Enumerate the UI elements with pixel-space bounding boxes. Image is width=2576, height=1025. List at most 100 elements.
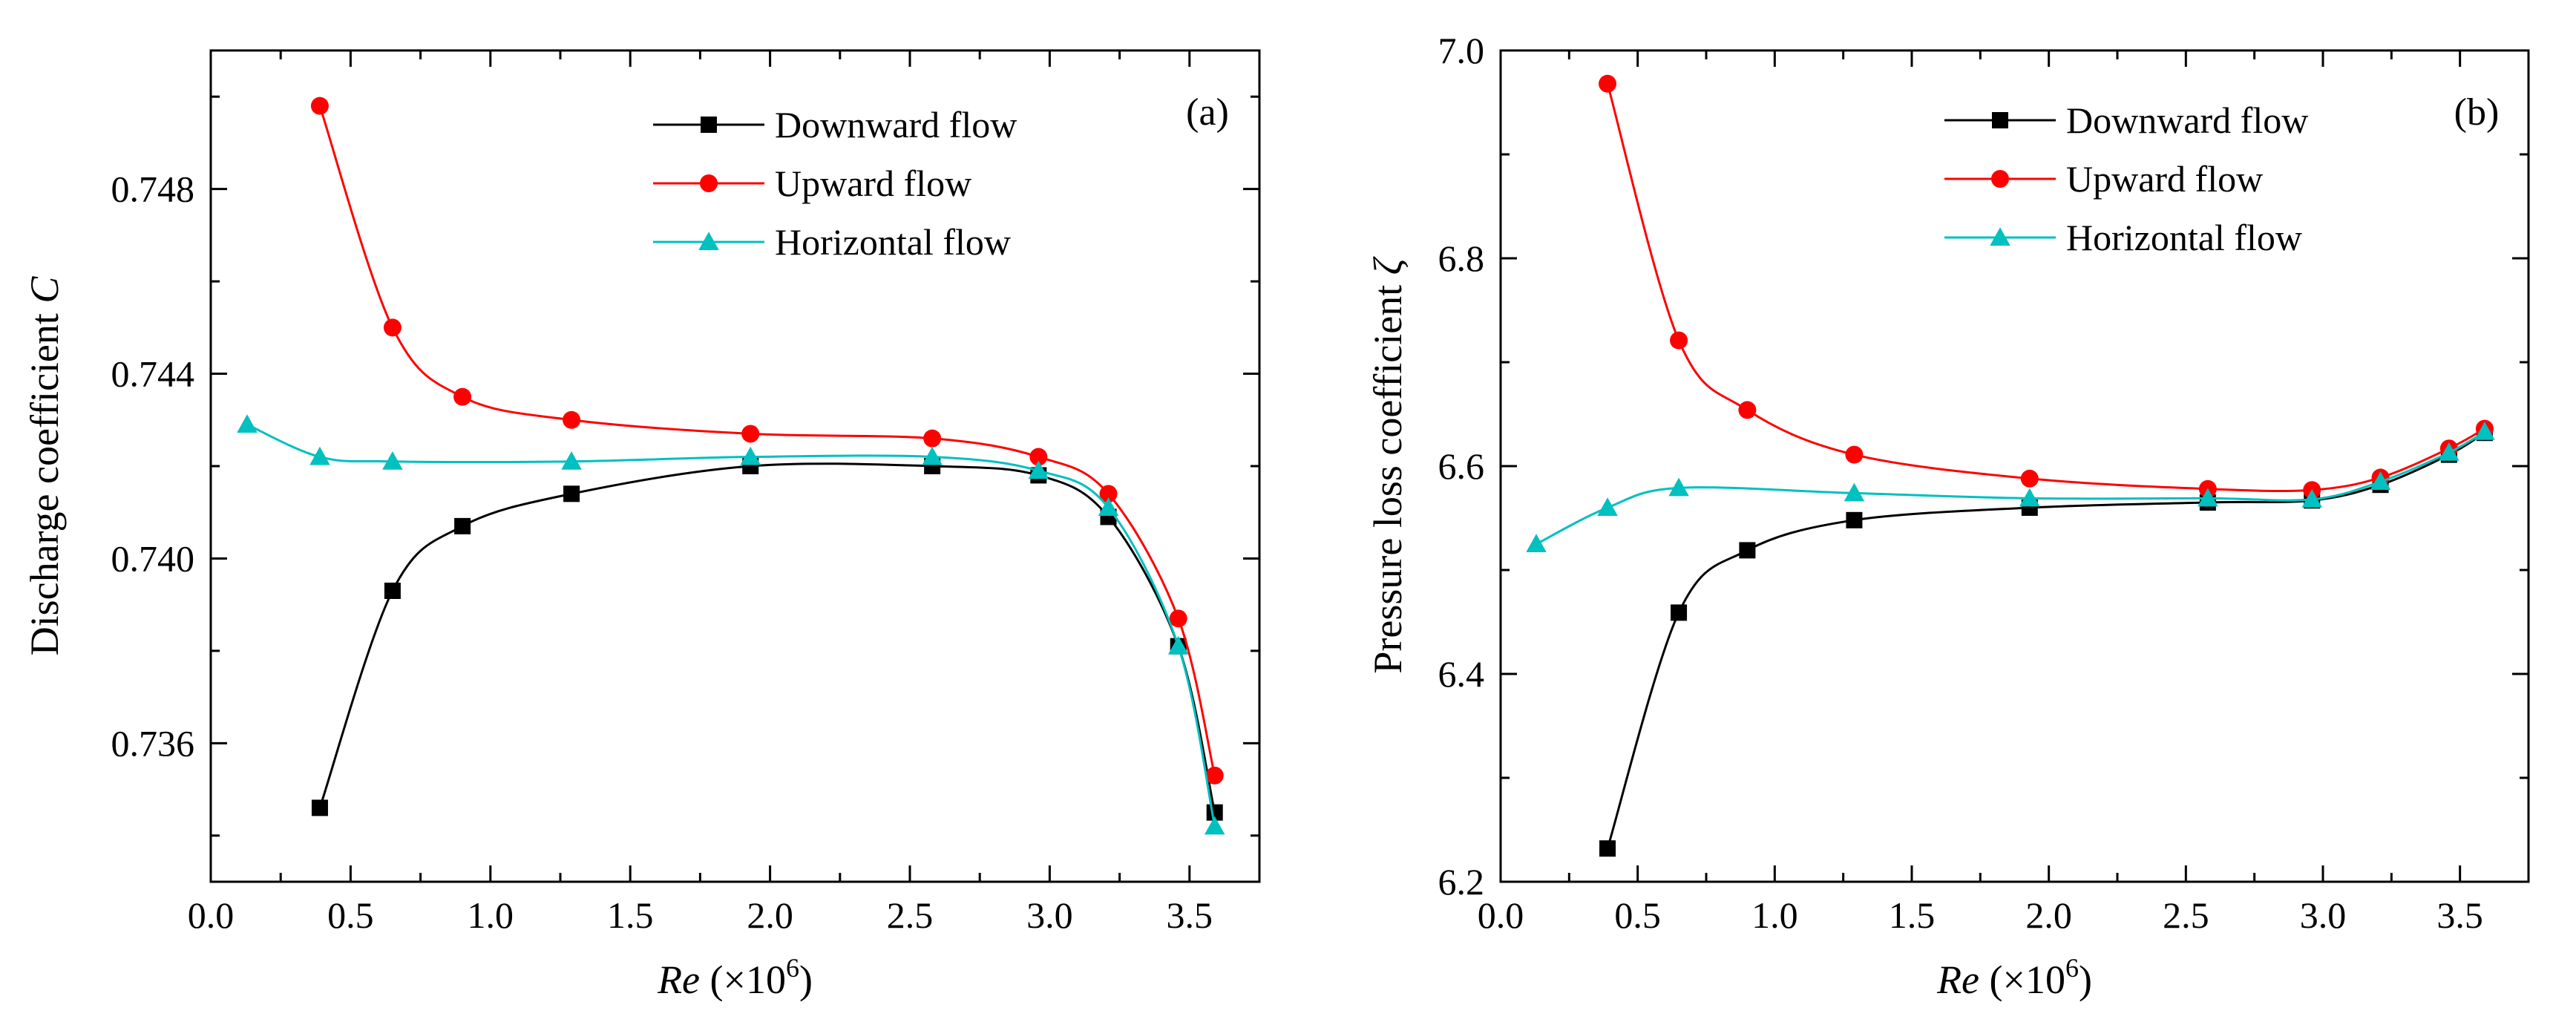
data-point: [1599, 74, 1617, 93]
x-tick-label: 3.5: [2436, 894, 2483, 936]
data-point: [1843, 482, 1865, 502]
x-tick-label: 0.5: [1614, 894, 1661, 936]
y-tick-label: 0.736: [111, 722, 195, 764]
y-tick-label: 6.8: [1438, 238, 1485, 279]
y-tick-label: 6.2: [1438, 861, 1485, 903]
legend-label: Horizontal flow: [775, 221, 1011, 263]
legend-marker: [1990, 227, 2010, 246]
data-point: [2370, 471, 2391, 490]
data-point: [561, 451, 582, 470]
data-point: [1029, 448, 1048, 466]
series-horizontal-flow: [237, 414, 1225, 835]
panel-label: (a): [1186, 91, 1229, 134]
y-tick-label: 6.4: [1438, 653, 1485, 695]
data-point: [2019, 488, 2040, 507]
data-point: [310, 96, 329, 115]
x-tick-label: 0.5: [327, 894, 374, 936]
data-point: [1169, 609, 1187, 628]
series-downward-flow: [311, 458, 1223, 821]
data-point: [2198, 488, 2218, 507]
data-point: [382, 451, 403, 470]
series-line: [318, 105, 1216, 776]
data-point: [1098, 497, 1119, 516]
legend-marker: [1992, 112, 2008, 128]
data-point: [2474, 422, 2495, 440]
data-point: [1738, 401, 1757, 419]
y-tick-label: 0.748: [111, 168, 195, 210]
legend-label: Horizontal flow: [2066, 217, 2302, 258]
data-point: [563, 485, 580, 502]
x-tick-label: 2.0: [2025, 894, 2072, 936]
data-point: [1599, 840, 1616, 857]
x-tick-label: 1.0: [1751, 894, 1798, 936]
data-point: [1028, 460, 1049, 479]
y-tick-label: 6.6: [1438, 445, 1485, 487]
series-upward-flow: [310, 96, 1224, 785]
data-point: [1668, 477, 1689, 497]
data-point: [1099, 485, 1118, 503]
data-point: [2020, 469, 2039, 488]
data-point: [563, 410, 581, 429]
data-point: [1204, 816, 1225, 835]
data-point: [454, 517, 471, 534]
legend-label: Upward flow: [2066, 158, 2263, 200]
plot-frame: [1499, 49, 2530, 883]
panel-label: (b): [2454, 91, 2500, 134]
legend-marker: [1991, 170, 2009, 188]
legend: Downward flow Upward flow Horizontal flow: [1944, 99, 2308, 258]
plot-frame: [209, 49, 1261, 883]
data-point: [237, 414, 258, 433]
x-tick-label: 1.0: [468, 894, 514, 936]
x-tick-label: 3.0: [1026, 894, 1073, 936]
data-point: [1739, 542, 1756, 559]
data-point: [1167, 635, 1189, 655]
x-tick-label: 3.5: [1167, 894, 1213, 936]
data-point: [384, 583, 401, 599]
data-point: [922, 446, 943, 465]
legend-marker: [701, 117, 717, 133]
x-tick-label: 2.5: [887, 894, 934, 936]
x-tick-label: 0.0: [1478, 894, 1524, 936]
data-point: [1845, 445, 1864, 464]
data-point: [383, 318, 402, 337]
data-point: [311, 799, 328, 816]
x-tick-label: 3.0: [2300, 894, 2347, 936]
x-tick-label: 0.0: [188, 894, 235, 936]
chart-panel-1: 0.0 0.5 1.0 1.5 2.0 2.5 3.0 3.5 0.736 0.740 0.744 0…: [22, 49, 1261, 1002]
series-line: [318, 462, 1216, 813]
legend-marker: [698, 232, 719, 250]
x-tick-label: 1.5: [607, 894, 654, 936]
x-axis-label: Re (×106): [1936, 953, 2092, 1002]
data-point: [740, 446, 761, 465]
x-tick-label: 1.5: [1889, 894, 1936, 936]
y-tick-label: 7.0: [1438, 30, 1485, 71]
data-point: [2439, 442, 2459, 461]
data-point: [1205, 766, 1224, 785]
legend: Downward flow Upward flow Horizontal flow: [653, 104, 1017, 263]
x-tick-label: 2.5: [2163, 894, 2209, 936]
x-tick-label: 2.0: [747, 894, 793, 936]
series-line: [1606, 83, 2485, 493]
legend-label: Upward flow: [775, 163, 971, 204]
y-tick-label: 0.740: [111, 537, 195, 579]
y-axis-label: Discharge coefficient C: [22, 276, 67, 656]
legend-marker: [700, 174, 718, 192]
data-point: [741, 425, 760, 443]
series-upward-flow: [1599, 74, 2494, 500]
series-line: [1606, 431, 2485, 849]
data-point: [1671, 604, 1688, 621]
chart-panel-2: 0.0 0.5 1.0 1.5 2.0 2.5 3.0 3.5 6.2 6.4 6.6 6.8 7.0 R…: [1366, 30, 2530, 1002]
legend-label: Downward flow: [2066, 99, 2308, 141]
data-point: [1526, 534, 1547, 552]
y-axis-label: Pressure loss coefficient ζ: [1366, 256, 1410, 673]
data-point: [2301, 489, 2322, 508]
data-point: [453, 387, 472, 406]
series-horizontal-flow: [1526, 422, 2495, 552]
data-point: [1846, 511, 1863, 528]
y-tick-label: 0.744: [111, 353, 195, 395]
data-point: [309, 446, 330, 465]
data-point: [1670, 331, 1688, 350]
x-axis-label: Re (×106): [657, 953, 813, 1002]
data-point: [1597, 497, 1618, 516]
